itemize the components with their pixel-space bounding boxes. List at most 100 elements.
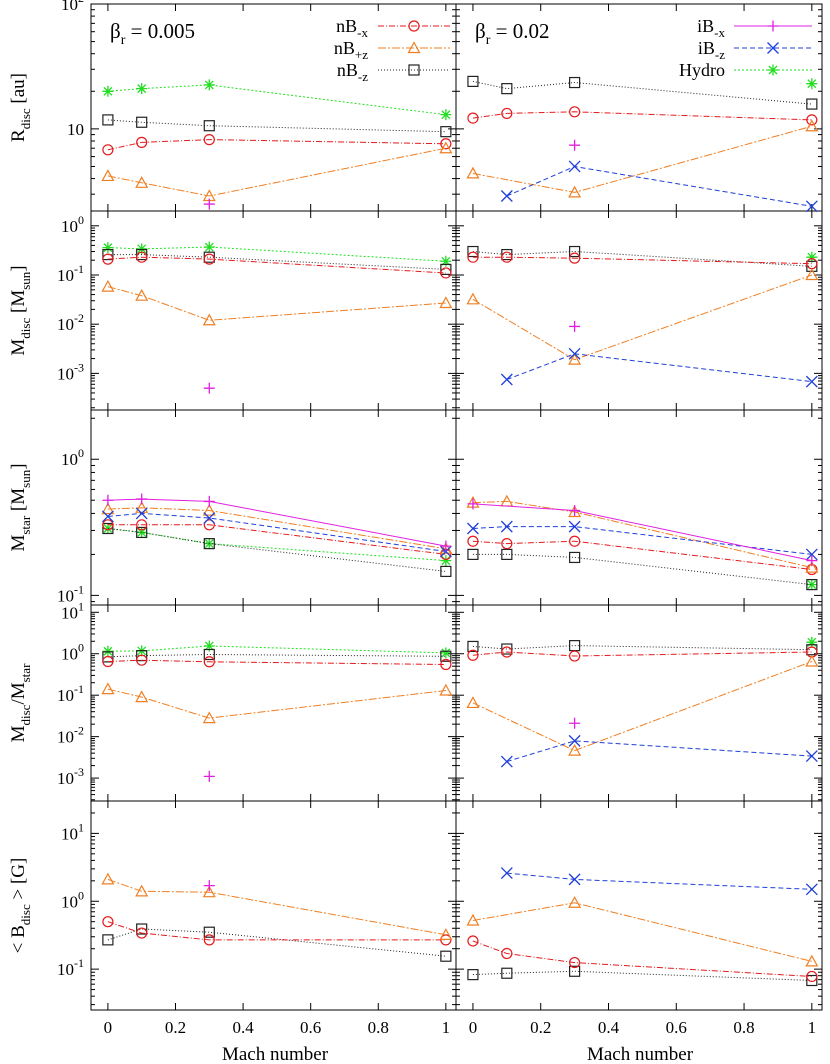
data-point bbox=[568, 520, 581, 533]
series-line bbox=[506, 165, 812, 207]
data-point bbox=[101, 682, 115, 695]
data-point bbox=[135, 288, 149, 301]
series-line bbox=[506, 872, 812, 890]
series-line bbox=[107, 254, 446, 270]
series-nB_pz-r1-c0 bbox=[101, 279, 453, 326]
data-point bbox=[440, 658, 452, 671]
y-axis-label: Rdisc [au] bbox=[8, 73, 33, 142]
data-point bbox=[102, 645, 114, 657]
data-point bbox=[102, 253, 114, 265]
data-point bbox=[467, 640, 479, 653]
data-point bbox=[466, 292, 480, 305]
x-tick-label: 0.6 bbox=[300, 1018, 321, 1037]
series-hydro-r1-c1 bbox=[806, 251, 818, 263]
y-tick-label: 10-1 bbox=[57, 682, 84, 705]
data-point bbox=[500, 520, 513, 533]
panel-frame-r1-c0 bbox=[90, 210, 457, 411]
series-nB_z-r2-c1 bbox=[467, 548, 818, 591]
series-line bbox=[472, 540, 812, 570]
data-point bbox=[806, 555, 818, 567]
data-point bbox=[440, 255, 452, 267]
series-nB_x-r4-c1 bbox=[467, 935, 818, 983]
y-tick-label: 102 bbox=[61, 0, 84, 14]
y-tick-label: 10-1 bbox=[57, 582, 84, 605]
x-tick-label: 0.4 bbox=[232, 1018, 254, 1037]
series-line bbox=[107, 256, 446, 274]
series-iB_x-r3-c1 bbox=[569, 717, 581, 729]
series-iB_x-r3-c0 bbox=[203, 770, 215, 782]
series-line bbox=[472, 80, 812, 105]
panel-frames bbox=[90, 3, 823, 1011]
right-panel-beta-label: βr = 0.02 bbox=[475, 19, 549, 48]
series-line bbox=[472, 111, 812, 121]
x-tick-label: 1 bbox=[808, 1018, 817, 1037]
panel-frame-r4-c0 bbox=[90, 800, 457, 1011]
data-point bbox=[135, 884, 149, 897]
series-nB_pz-r4-c0 bbox=[101, 872, 453, 940]
panel-frame-r1-c1 bbox=[455, 210, 823, 411]
data-point bbox=[500, 867, 513, 880]
series-iB_x-r1-c0 bbox=[203, 382, 215, 394]
legend-marker-iB_z bbox=[767, 42, 779, 54]
series-line bbox=[107, 147, 446, 197]
series-line bbox=[107, 246, 446, 262]
data-point bbox=[805, 654, 819, 667]
series-nB_x-r1-c1 bbox=[467, 251, 818, 270]
series-iB_z-r3-c1 bbox=[500, 734, 818, 768]
series-hydro-r2-c1 bbox=[806, 579, 818, 591]
data-point bbox=[101, 510, 114, 523]
series-line bbox=[472, 970, 812, 981]
data-point bbox=[136, 654, 148, 666]
legend-label-nB_z: nB-z bbox=[337, 60, 368, 84]
y-axis-label: Mstar [Msun] bbox=[8, 463, 33, 551]
y-tick-label: 10-2 bbox=[57, 724, 84, 747]
data-point bbox=[203, 198, 215, 210]
legend-marker-nB_pz bbox=[407, 41, 421, 54]
data-point bbox=[102, 522, 114, 534]
series-iB_x-r0-c1 bbox=[569, 139, 581, 151]
series-line bbox=[107, 498, 446, 547]
data-point bbox=[136, 248, 148, 261]
data-point bbox=[439, 296, 453, 309]
series-nB_x-r2-c0 bbox=[102, 519, 452, 561]
series-nB_x-r3-c0 bbox=[102, 654, 452, 671]
data-point bbox=[501, 967, 513, 979]
x-tick-label: 0 bbox=[469, 1018, 478, 1037]
data-point bbox=[102, 934, 114, 946]
data-point bbox=[569, 139, 581, 151]
y-axis-label: < Bdisc > [G] bbox=[8, 858, 33, 954]
data-point bbox=[102, 248, 114, 261]
series-iB_x-r0-c0 bbox=[203, 198, 215, 210]
series-line bbox=[107, 688, 446, 719]
x-tick-label: 0.2 bbox=[165, 1018, 186, 1037]
axes-ticks: 1010210-310-210-110010-110010-310-210-11… bbox=[57, 0, 822, 1037]
series-nB_x-r4-c0 bbox=[102, 916, 452, 946]
x-tick-label: 0.8 bbox=[733, 1018, 754, 1037]
data-point bbox=[102, 522, 114, 535]
data-point bbox=[135, 501, 149, 513]
data-point bbox=[568, 743, 582, 756]
data-point bbox=[136, 526, 148, 538]
data-point bbox=[806, 78, 818, 90]
series-line bbox=[107, 512, 446, 552]
data-point bbox=[568, 347, 581, 360]
series-line bbox=[107, 139, 446, 151]
data-point bbox=[439, 683, 453, 696]
data-point bbox=[466, 696, 480, 709]
data-point bbox=[440, 565, 452, 578]
data-point bbox=[806, 974, 818, 987]
data-point bbox=[202, 711, 216, 724]
data-point bbox=[467, 498, 479, 510]
data-point bbox=[569, 106, 581, 118]
series-line bbox=[472, 645, 812, 651]
y-tick-label: 10-3 bbox=[57, 360, 84, 383]
data-point bbox=[500, 373, 513, 386]
data-point bbox=[569, 320, 581, 332]
series-nB_z-r0-c0 bbox=[102, 114, 452, 138]
series-nB_z-r2-c0 bbox=[102, 522, 452, 578]
data-point bbox=[467, 969, 479, 981]
data-point bbox=[203, 926, 215, 938]
data-point bbox=[136, 493, 148, 505]
legend-label-nB_pz: nB+z bbox=[334, 38, 368, 62]
